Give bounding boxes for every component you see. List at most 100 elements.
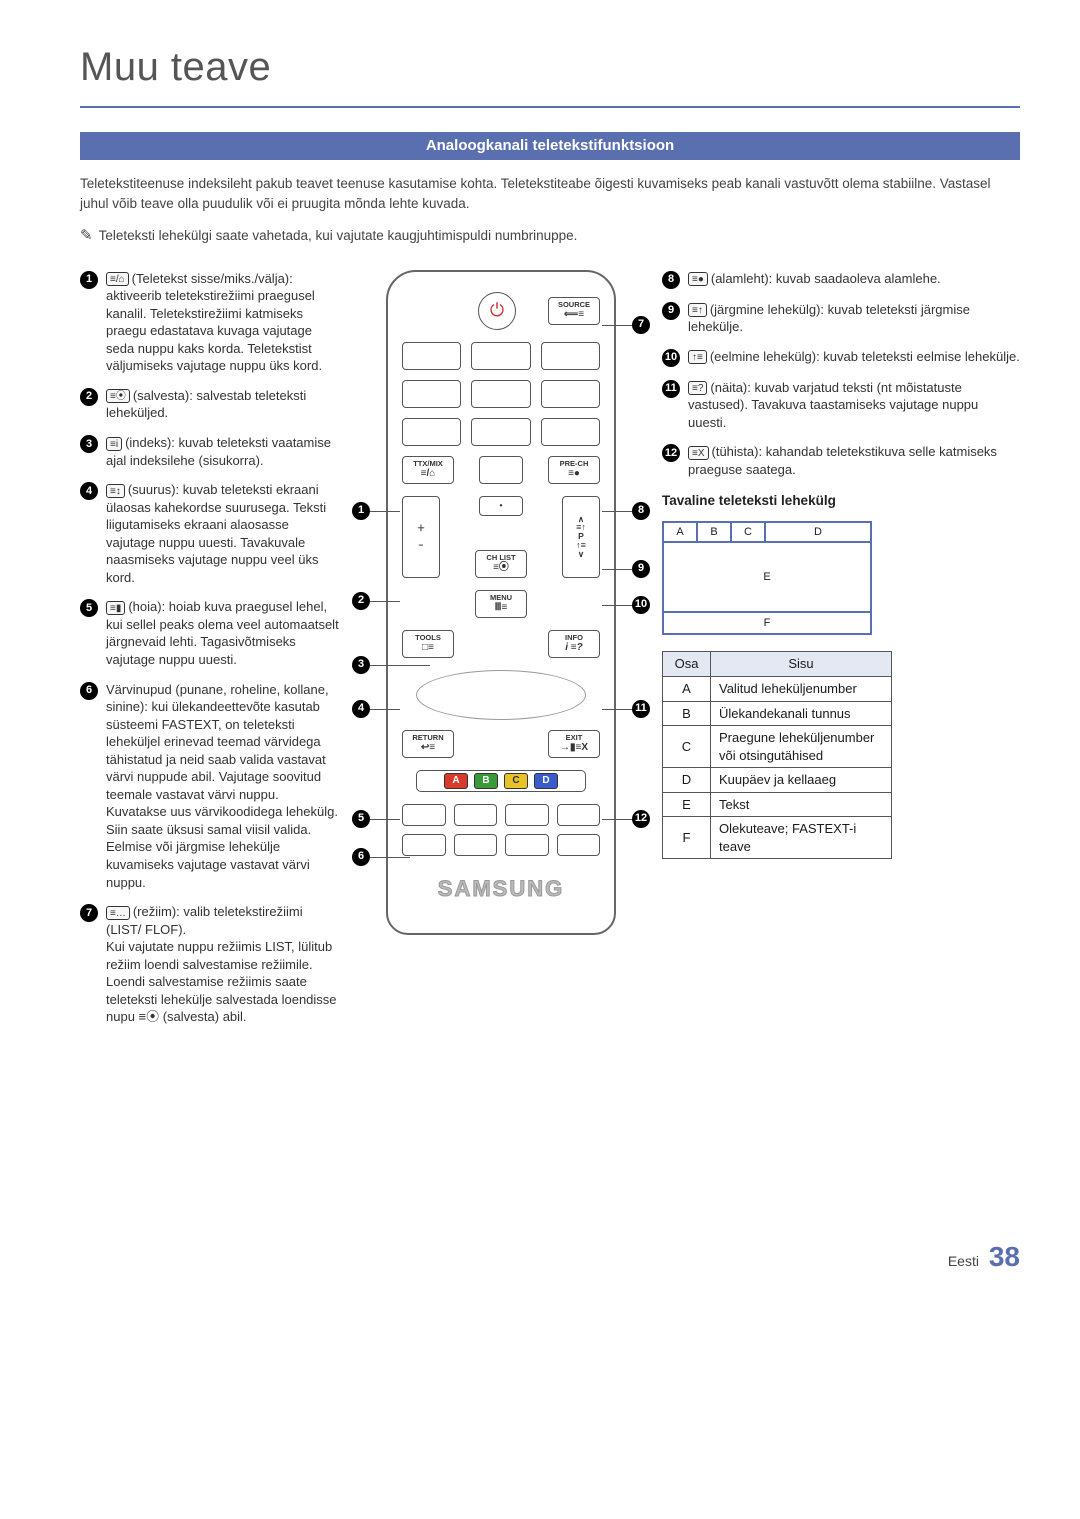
ttx-icon: ≡●	[688, 272, 708, 286]
lead-line	[370, 819, 400, 820]
media-button[interactable]	[557, 804, 601, 826]
brand-label: SAMSUNG	[402, 874, 600, 904]
lead-badge: 8	[632, 502, 650, 520]
lead-line	[602, 569, 632, 570]
ttx-icon: ≡X	[688, 446, 709, 460]
item-text: ≡▮(hoia): hoiab kuva praegusel lehel, ku…	[106, 598, 340, 668]
num-button[interactable]	[471, 418, 530, 446]
list-item: 12 ≡X(tühista): kahandab teletekstikuva …	[662, 443, 1020, 478]
num-button[interactable]	[402, 342, 461, 370]
item-text: ≡⦿(salvesta): salvestab teleteksti lehek…	[106, 387, 340, 422]
green-button[interactable]: B	[474, 773, 498, 789]
badge-7: 7	[80, 904, 98, 922]
channel-rocker[interactable]: ∧ ≡↑ P ↑≡ ∨	[562, 496, 600, 578]
media-button[interactable]	[454, 834, 498, 856]
list-item: 10 ↑≡(eelmine lehekülg): kuvab teletekst…	[662, 348, 1020, 367]
exit-button[interactable]: EXIT →▮≡X	[548, 730, 600, 758]
num-button[interactable]	[479, 456, 523, 484]
volume-rocker[interactable]: ＋−	[402, 496, 440, 578]
item-text: ≡↑(järgmine lehekülg): kuvab teleteksti …	[688, 301, 1020, 336]
num-button[interactable]	[402, 380, 461, 408]
media-button[interactable]	[402, 804, 446, 826]
tools-button[interactable]: TOOLS □≡	[402, 630, 454, 658]
media-button[interactable]	[505, 834, 549, 856]
lead-line	[602, 325, 632, 326]
dpad[interactable]	[416, 670, 586, 720]
num-button[interactable]	[402, 418, 461, 446]
num-button[interactable]	[541, 418, 600, 446]
badge-10: 10	[662, 349, 680, 367]
media-button[interactable]	[505, 804, 549, 826]
item-text: ≡i(indeks): kuvab teleteksti vaatamise a…	[106, 434, 340, 469]
mute-button[interactable]: •	[479, 496, 523, 516]
right-column: 8 ≡●(alamleht): kuvab saadaoleva alamleh…	[662, 270, 1020, 1038]
color-buttons[interactable]: A B C D	[416, 770, 586, 792]
list-item: 3 ≡i(indeks): kuvab teleteksti vaatamise…	[80, 434, 340, 469]
lead-badge: 5	[352, 810, 370, 828]
media-button[interactable]	[454, 804, 498, 826]
red-button[interactable]: A	[444, 773, 468, 789]
lead-badge: 9	[632, 560, 650, 578]
num-button[interactable]	[541, 342, 600, 370]
menu-button[interactable]: MENU Ⅲ≡	[475, 590, 527, 618]
num-button[interactable]	[471, 380, 530, 408]
lead-line	[370, 857, 410, 858]
page: Muu teave Analoogkanali teletekstifunkts…	[0, 0, 1080, 1316]
item-text: ↑≡(eelmine lehekülg): kuvab teleteksti e…	[688, 348, 1020, 367]
section-header: Analoogkanali teletekstifunktsioon	[80, 132, 1020, 160]
lead-line	[370, 511, 400, 512]
note-text: Teleteksti lehekülgi saate vahetada, kui…	[99, 227, 578, 245]
lead-line	[602, 819, 632, 820]
page-title: Muu teave	[80, 40, 1020, 94]
badge-3: 3	[80, 435, 98, 453]
lead-badge: 3	[352, 656, 370, 674]
badge-4: 4	[80, 482, 98, 500]
lead-badge: 10	[632, 596, 650, 614]
list-item: 1 ≡/⌂(Teletekst sisse/miks./välja): akti…	[80, 270, 340, 375]
num-button[interactable]	[471, 342, 530, 370]
media-button[interactable]	[557, 834, 601, 856]
lead-line	[370, 709, 400, 710]
item-text: Värvinupud (punane, roheline, kollane, s…	[106, 681, 340, 892]
title-underline	[80, 106, 1020, 108]
lead-line	[602, 709, 632, 710]
list-item: 2 ≡⦿(salvesta): salvestab teleteksti leh…	[80, 387, 340, 422]
item-text: ≡?(näita): kuvab varjatud teksti (nt mõi…	[688, 379, 1020, 432]
lead-badge: 4	[352, 700, 370, 718]
list-item: 5 ≡▮(hoia): hoiab kuva praegusel lehel, …	[80, 598, 340, 668]
left-column: 1 ≡/⌂(Teletekst sisse/miks./välja): akti…	[80, 270, 340, 1038]
note-icon: ✎	[80, 228, 93, 245]
table-row: AValitud leheküljenumber	[663, 677, 892, 702]
content-columns: 1 ≡/⌂(Teletekst sisse/miks./välja): akti…	[80, 270, 1020, 1038]
yellow-button[interactable]: C	[504, 773, 528, 789]
badge-2: 2	[80, 388, 98, 406]
layout-f: F	[663, 612, 871, 634]
layout-d: D	[765, 522, 871, 543]
table-row: BÜlekandekanali tunnus	[663, 701, 892, 726]
item-text: ≡X(tühista): kahandab teletekstikuva sel…	[688, 443, 1020, 478]
media-button[interactable]	[402, 834, 446, 856]
lead-line	[370, 665, 430, 666]
num-button[interactable]	[541, 380, 600, 408]
return-button[interactable]: RETURN ↩≡	[402, 730, 454, 758]
lead-line	[602, 511, 632, 512]
badge-12: 12	[662, 444, 680, 462]
power-button[interactable]: ⏻	[478, 292, 516, 330]
blue-button[interactable]: D	[534, 773, 558, 789]
info-button[interactable]: INFO i ≡?	[548, 630, 600, 658]
list-item: 7 ≡…(režiim): valib teletekstirežiimi (L…	[80, 903, 340, 1026]
layout-a: A	[663, 522, 697, 543]
th-sisu: Sisu	[711, 652, 892, 677]
ttx-icon: ≡?	[688, 381, 707, 395]
layout-e: E	[663, 542, 871, 612]
note: ✎ Teleteksti lehekülgi saate vahetada, k…	[80, 227, 1020, 245]
layout-c: C	[731, 522, 765, 543]
ttx-icon: ≡▮	[106, 601, 125, 615]
prech-button[interactable]: PRE-CH ≡●	[548, 456, 600, 484]
ttxmix-button[interactable]: TTX/MIX ≡/⌂	[402, 456, 454, 484]
lead-badge: 11	[632, 700, 650, 718]
lead-line	[370, 601, 400, 602]
chlist-button[interactable]: CH LIST ≡⦿	[475, 550, 527, 578]
source-button[interactable]: SOURCE ⟸≡	[548, 297, 600, 325]
lead-badge: 2	[352, 592, 370, 610]
